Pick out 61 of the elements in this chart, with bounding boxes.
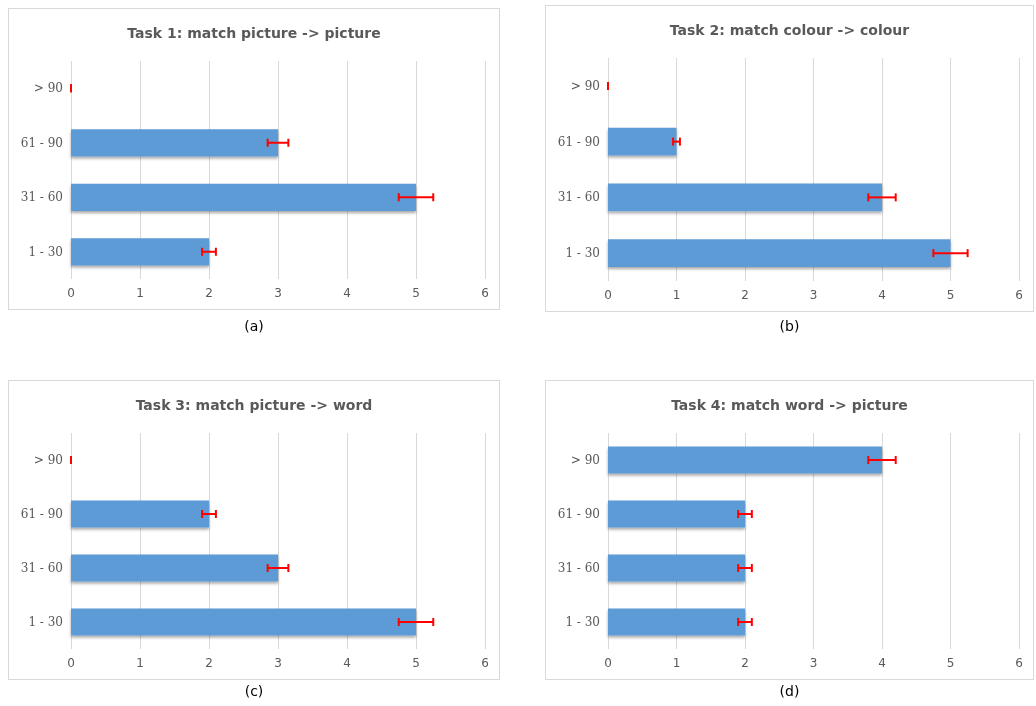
y-tick-label: 31 - 60 (20, 190, 63, 205)
x-tick-label: 5 (412, 656, 420, 670)
x-tick-label: 0 (67, 656, 75, 670)
x-tick-label: 0 (604, 288, 612, 302)
y-tick-label: 31 - 60 (20, 561, 63, 575)
y-tick-label: 61 - 90 (557, 134, 600, 149)
x-tick-label: 1 (136, 286, 144, 300)
y-tick-label: 31 - 60 (557, 190, 600, 205)
bar (608, 183, 882, 212)
x-tick-label: 3 (809, 288, 818, 302)
text: (c) (243, 683, 265, 699)
x-tick-label: 3 (274, 656, 282, 670)
y-tick-label: 1 - 30 (565, 615, 600, 629)
chart-title: Task 3: match picture -> word (135, 397, 373, 413)
x-tick-label: 1 (672, 288, 681, 302)
y-tick-label: 31 - 60 (557, 561, 600, 575)
chart-title: Task 4: match word -> picture (671, 397, 908, 413)
x-tick-label: 4 (878, 288, 886, 302)
y-tick-label: > 90 (570, 78, 600, 93)
y-tick-label: > 90 (33, 81, 63, 96)
x-tick-label: 6 (481, 656, 489, 670)
text: (b) (778, 318, 801, 334)
bar (71, 129, 278, 157)
x-tick-label: 5 (946, 656, 955, 670)
x-tick-label: 2 (741, 656, 749, 670)
bar (71, 500, 209, 528)
bar (608, 239, 951, 268)
y-tick-label: 1 - 30 (565, 246, 600, 261)
x-tick-label: 3 (274, 286, 282, 300)
y-tick-label: 1 - 30 (28, 615, 63, 629)
x-tick-label: 5 (946, 288, 955, 302)
x-tick-label: 4 (343, 286, 351, 300)
bar (71, 554, 278, 582)
x-tick-label: 6 (481, 286, 489, 300)
y-tick-label: 1 - 30 (28, 244, 63, 259)
x-tick-label: 0 (604, 656, 612, 670)
chart-title: Task 1: match picture -> picture (127, 25, 381, 41)
chart-title: Task 2: match colour -> colour (669, 22, 910, 38)
x-tick-label: 4 (878, 656, 886, 670)
x-tick-label: 4 (343, 656, 351, 670)
bar (71, 238, 209, 266)
x-tick-label: 1 (672, 656, 681, 670)
x-tick-label: 3 (809, 656, 818, 670)
bar (71, 608, 416, 636)
x-tick-label: 2 (741, 288, 749, 302)
bar (71, 183, 416, 211)
x-tick-label: 1 (136, 656, 144, 670)
text: (a) (243, 318, 265, 334)
bar (608, 127, 677, 156)
x-tick-label: 0 (67, 286, 75, 300)
y-tick-label: 61 - 90 (557, 507, 600, 521)
x-tick-label: 5 (412, 286, 420, 300)
x-tick-label: 2 (205, 656, 213, 670)
text: (d) (778, 683, 801, 699)
x-tick-label: 6 (1015, 656, 1023, 670)
x-tick-label: 2 (205, 286, 213, 300)
y-tick-label: 61 - 90 (20, 507, 63, 521)
x-tick-label: 6 (1015, 288, 1023, 302)
y-tick-label: 61 - 90 (20, 135, 63, 150)
y-tick-label: > 90 (33, 453, 63, 467)
y-tick-label: > 90 (570, 453, 600, 467)
